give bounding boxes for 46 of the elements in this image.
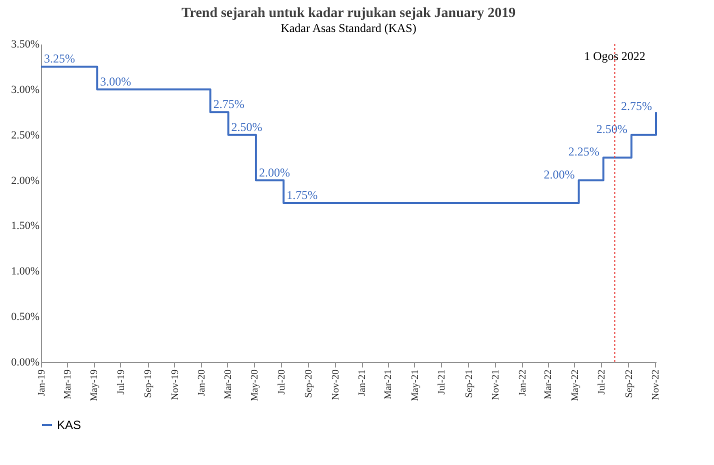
ref-line-label: 1 Ogos 2022 xyxy=(584,49,646,63)
x-tick-label: Mar-22 xyxy=(543,370,554,400)
x-tick-label: Mar-21 xyxy=(383,370,394,400)
x-tick-label: Jan-19 xyxy=(36,370,48,396)
data-label: 2.50% xyxy=(596,122,628,136)
x-tick-label: May-22 xyxy=(570,370,581,402)
data-label: 1.75% xyxy=(286,188,318,202)
x-tick-label: Jul-20 xyxy=(276,370,288,394)
y-tick-label: 3.50% xyxy=(11,38,40,50)
x-tick-label: Mar-19 xyxy=(62,370,74,400)
x-tick-label: Nov-20 xyxy=(330,370,342,400)
data-label: 2.00% xyxy=(258,165,290,180)
x-tick-label: Jan-22 xyxy=(517,370,528,396)
y-tick-label: 0.50% xyxy=(11,311,40,324)
x-tick-label: May-20 xyxy=(250,370,261,402)
x-tick-label: Jul-22 xyxy=(596,370,608,394)
x-tick-label: Nov-19 xyxy=(170,370,181,400)
y-tick-label: 2.50% xyxy=(11,129,40,142)
data-label: 2.50% xyxy=(231,120,262,134)
data-label: 3.00% xyxy=(100,74,132,88)
x-tick-label: Jan-20 xyxy=(196,370,208,396)
data-label: 3.25% xyxy=(44,52,75,66)
y-tick-label: 0.00% xyxy=(11,356,40,368)
data-label: 2.75% xyxy=(621,99,652,114)
x-tick-label: Sep-21 xyxy=(464,370,475,398)
data-label: 2.75% xyxy=(213,97,244,112)
y-tick-label: 3.00% xyxy=(11,84,40,96)
x-tick-label: May-19 xyxy=(89,370,100,402)
x-tick-label: Sep-19 xyxy=(143,370,154,398)
data-label: 2.25% xyxy=(568,144,600,159)
y-tick-label: 1.00% xyxy=(11,266,40,278)
x-tick-label: Jul-21 xyxy=(436,370,448,394)
x-tick-label: Nov-21 xyxy=(490,370,502,400)
data-label: 2.00% xyxy=(544,167,575,182)
x-tick-label: Nov-22 xyxy=(650,370,662,400)
y-tick-label: 1.50% xyxy=(11,220,40,232)
legend-label: KAS xyxy=(57,418,82,432)
x-tick-label: May-21 xyxy=(410,370,421,402)
chart-title: Trend sejarah untuk kadar rujukan sejak January 2019 xyxy=(181,6,516,21)
chart-subtitle: Kadar Asas Standard (KAS) xyxy=(280,21,416,35)
x-tick-label: Jul-19 xyxy=(116,370,127,394)
y-tick-label: 2.00% xyxy=(11,174,40,187)
x-tick-label: Mar-20 xyxy=(222,370,234,400)
x-tick-label: Sep-20 xyxy=(304,370,315,398)
x-tick-label: Jan-21 xyxy=(357,370,368,396)
x-tick-label: Sep-22 xyxy=(624,370,635,398)
